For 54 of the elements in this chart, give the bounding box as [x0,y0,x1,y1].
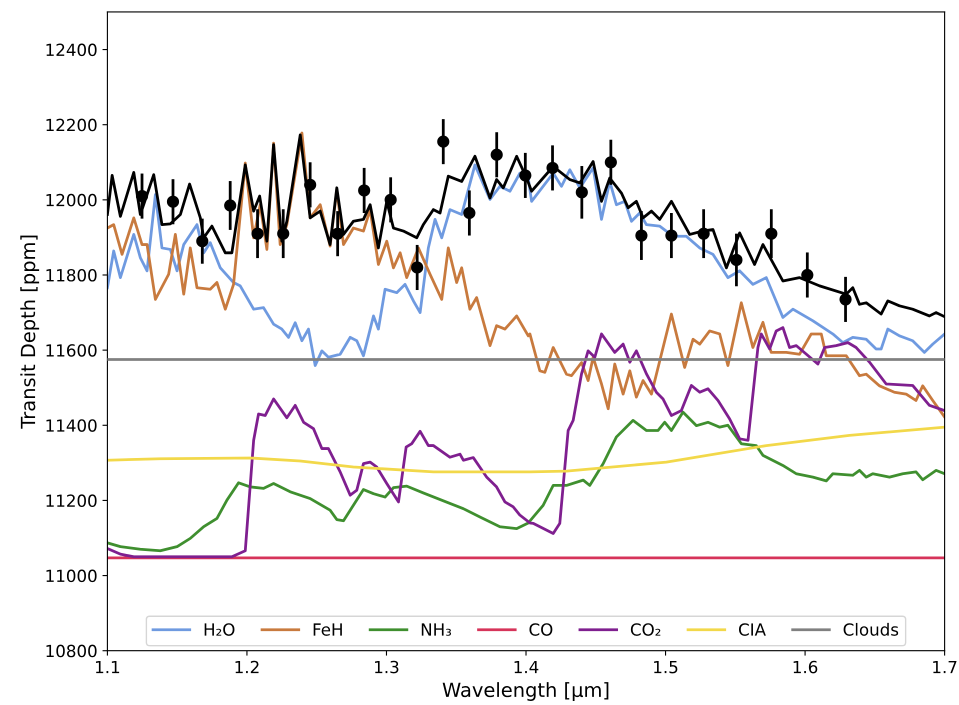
point [519,169,532,182]
x-tick-label: 1.1 [96,660,120,674]
point [463,206,476,220]
point [384,194,397,206]
point [136,190,148,202]
x-tick-label: 1.3 [375,660,398,674]
legend-label: CO₂ [630,623,660,636]
point [166,196,180,208]
x-axis-title: Wavelength [μm] [442,682,608,701]
legend-label: NH₃ [422,623,452,636]
point [765,228,778,240]
point [332,228,344,240]
point [665,229,678,242]
y-axis-title: Transit Depth [ppm] [20,236,40,429]
legend-label: H₂O [204,623,234,636]
y-tick-label: 11200 [46,494,97,507]
y-tick-label: 10800 [46,644,97,658]
point [604,156,617,168]
x-tick-label: 1.2 [236,660,259,674]
legend-label: CIA [738,623,766,636]
point [698,228,710,240]
y-tick-label: 11600 [46,344,97,357]
y-tick-label: 11800 [46,268,97,282]
point [251,228,264,240]
x-tick-label: 1.5 [654,660,678,674]
point [411,261,424,274]
x-tick-label: 1.7 [933,660,956,674]
point [224,199,236,212]
line-series [107,410,945,552]
point [839,293,852,306]
x-tick-label: 1.4 [514,660,538,674]
line-series [107,426,945,474]
line-series [107,326,945,558]
point [635,229,648,242]
point [490,148,503,161]
line-series [107,164,945,367]
y-tick-label: 11400 [46,419,97,432]
point [576,186,588,198]
point [196,235,208,248]
point [801,268,814,282]
legend-label: Clouds [844,622,898,636]
point [358,184,370,197]
y-tick-label: 12000 [46,194,97,206]
y-tick-label: 12400 [46,44,97,56]
point [437,136,450,148]
legend-label: CO [529,623,552,636]
x-tick-label: 1.6 [794,660,818,674]
y-tick-label: 12200 [46,118,97,132]
point [277,228,290,240]
point [304,178,316,191]
y-tick-label: 11000 [46,570,97,582]
point [546,162,559,174]
point [730,254,743,266]
legend-label: FeH [314,623,342,636]
